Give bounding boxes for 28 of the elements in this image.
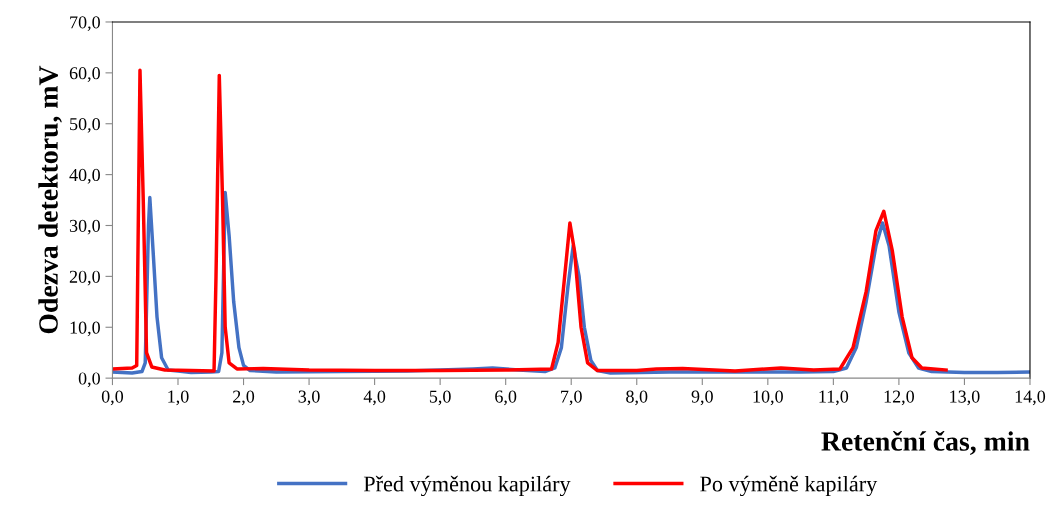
line-series bbox=[112, 68, 948, 373]
x-tick-label: 14,0 bbox=[1015, 390, 1046, 406]
y-tick-label: 10,0 bbox=[70, 321, 100, 337]
y-tick-label: 0,0 bbox=[78, 372, 100, 388]
x-tick-label: 8,0 bbox=[626, 390, 648, 406]
y-tick-label: 60,0 bbox=[69, 67, 100, 82]
x-tick-label: 7,0 bbox=[561, 390, 582, 406]
x-tick-label: 5,0 bbox=[429, 390, 451, 406]
x-tick-label: 12,0 bbox=[884, 390, 915, 406]
y-tick-label: 30,0 bbox=[69, 219, 100, 235]
x-axis-title: Retenční čas, min bbox=[821, 431, 1030, 455]
y-tick-label: 40,0 bbox=[69, 168, 100, 184]
x-tick-label: 2,0 bbox=[233, 390, 255, 406]
x-tick-label: 10,0 bbox=[753, 390, 783, 406]
legend-label: Po výměně kapiláry bbox=[700, 475, 878, 497]
x-tick-label: 6,0 bbox=[495, 390, 517, 406]
x-tick-label: 9,0 bbox=[691, 390, 713, 406]
y-tick-label: 20,0 bbox=[69, 270, 100, 286]
x-tick-label: 3,0 bbox=[298, 390, 320, 406]
x-tick-label: 0,0 bbox=[101, 390, 124, 406]
x-tick-label: 4,0 bbox=[363, 390, 386, 406]
x-tick-label: 11,0 bbox=[819, 390, 849, 406]
y-tick-label: 70,0 bbox=[70, 16, 100, 32]
y-tick-label: 50,0 bbox=[70, 117, 100, 133]
x-tick-label: 1,0 bbox=[168, 390, 189, 406]
y-axis-title: Odezva detektoru, mV bbox=[38, 65, 62, 334]
legend-label: Před výměnou kapiláry bbox=[363, 475, 571, 497]
x-tick-label: 13,0 bbox=[950, 390, 980, 406]
